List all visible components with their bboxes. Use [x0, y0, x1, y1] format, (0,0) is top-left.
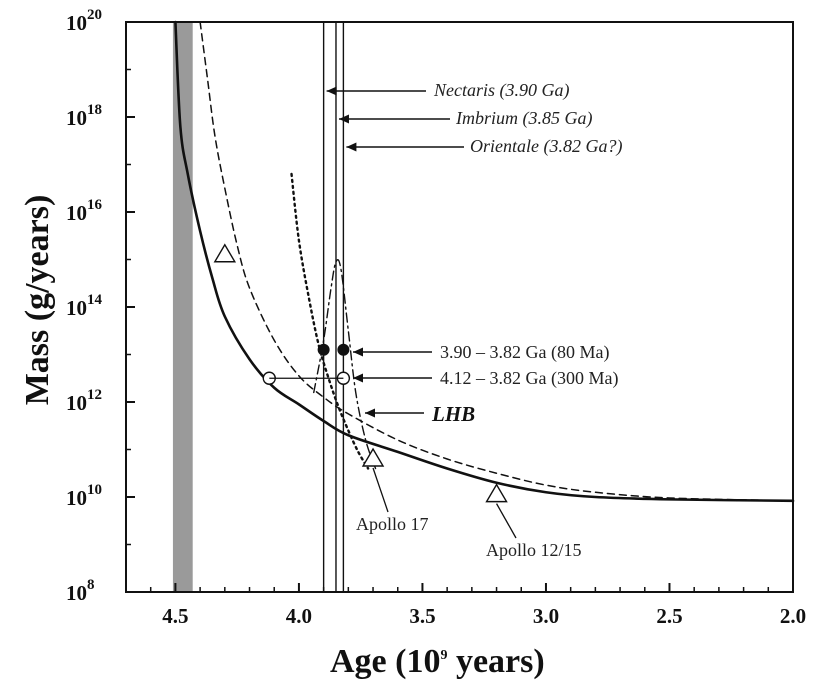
arrow-range-80-head: [353, 347, 363, 357]
annotation-apollo17: Apollo 17: [356, 514, 429, 534]
marker-triangle: [213, 243, 237, 263]
formation-shaded-band: [172, 22, 193, 592]
marker-triangle: [485, 483, 508, 503]
marker-filled-circle: [337, 343, 350, 356]
annotation-arrows: [269, 86, 517, 539]
series-dashed: [199, 21, 794, 502]
annotation-range-80: 3.90 – 3.82 Ga (80 Ma): [440, 342, 609, 363]
x-tick-label: 3.0: [533, 604, 559, 628]
x-axis-ticks: 4.5 4.0 3.5 3.0 2.5 2.0: [149, 583, 806, 628]
y-axis-title: Mass (g/years): [19, 195, 56, 406]
arrow-orientale-head: [346, 142, 357, 152]
annotation-imbrium: Imbrium (3.85 Ga): [455, 108, 593, 129]
y-axis-ticks: 108 1010 1012 1014 1016 1018 1020: [66, 7, 135, 605]
y-tick-label: 1014: [66, 292, 103, 320]
x-tick-label: 4.5: [162, 604, 188, 628]
x-tick-label: 2.5: [656, 604, 682, 628]
y-tick-label: 1012: [66, 387, 102, 415]
data-series: [174, 20, 795, 503]
series-dotted: [290, 172, 370, 470]
leader-apollo17: [372, 467, 389, 513]
x-tick-label: 4.0: [286, 604, 312, 628]
y-tick-label: 1016: [66, 197, 103, 225]
y-tick-label: 1020: [66, 7, 102, 35]
annotation-lhb: LHB: [431, 402, 475, 426]
annotation-orientale: Orientale (3.82 Ga?): [470, 136, 622, 157]
y-tick-label: 108: [66, 577, 95, 605]
annotation-range-300: 4.12 – 3.82 Ga (300 Ma): [440, 368, 618, 389]
x-tick-label: 3.5: [409, 604, 435, 628]
leader-apollo1215: [495, 503, 517, 539]
x-tick-label: 2.0: [780, 604, 806, 628]
x-axis-title: Age (109 years): [330, 643, 545, 680]
annotation-nectaris: Nectaris (3.90 Ga): [433, 80, 569, 101]
y-tick-label: 1018: [66, 102, 102, 130]
annotation-apollo1215: Apollo 12/15: [486, 540, 582, 560]
series-dashdot: [313, 259, 377, 470]
marker-filled-circle: [317, 343, 330, 356]
arrow-lhb-head: [365, 408, 375, 418]
arrow-nectaris-head: [326, 86, 337, 96]
event-lines: [322, 22, 345, 592]
y-tick-label: 1010: [66, 482, 102, 510]
marker-triangle: [361, 447, 385, 467]
arrow-range-300-head: [353, 373, 363, 383]
arrow-imbrium-head: [338, 114, 349, 124]
series-solid: [174, 20, 795, 503]
